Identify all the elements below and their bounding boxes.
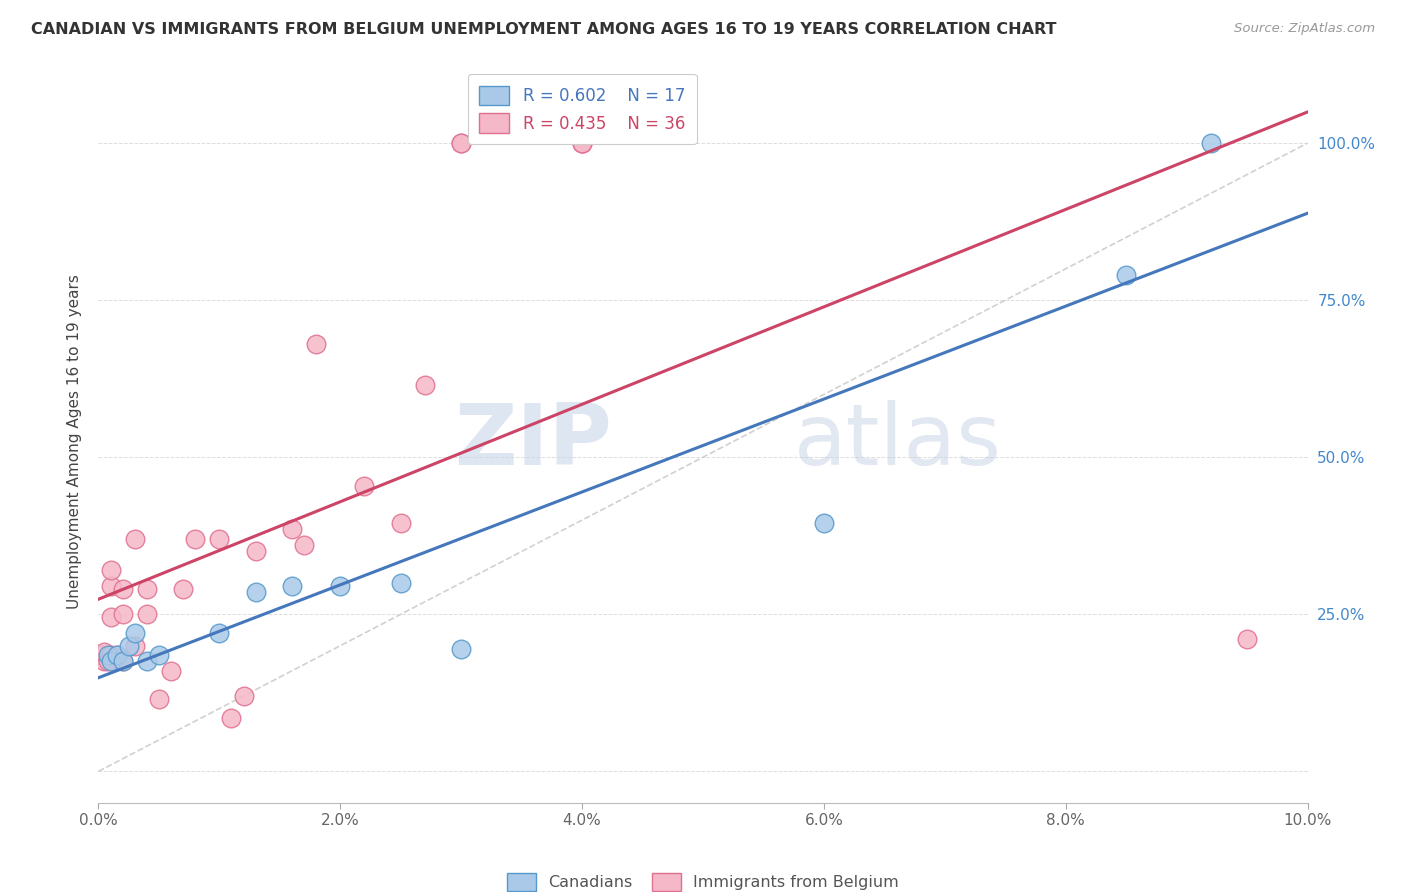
Point: [450, 641, 472, 656]
Point: [184, 532, 207, 546]
Point: [124, 532, 146, 546]
Text: ZIP: ZIP: [454, 400, 613, 483]
Text: atlas: atlas: [793, 400, 1001, 483]
Point: [135, 655, 157, 669]
Point: [571, 136, 593, 150]
Point: [118, 639, 141, 653]
Point: [292, 538, 315, 552]
Point: [221, 711, 243, 725]
Legend: Canadians, Immigrants from Belgium: Canadians, Immigrants from Belgium: [499, 865, 907, 892]
Point: [148, 692, 170, 706]
Point: [1199, 136, 1222, 150]
Point: [105, 648, 128, 662]
Y-axis label: Unemployment Among Ages 16 to 19 years: Unemployment Among Ages 16 to 19 years: [66, 274, 82, 609]
Point: [813, 516, 835, 531]
Point: [105, 648, 128, 662]
Point: [389, 516, 412, 531]
Point: [571, 136, 593, 150]
Point: [1236, 632, 1258, 647]
Point: [232, 689, 254, 703]
Point: [111, 582, 134, 597]
Point: [281, 579, 304, 593]
Point: [97, 655, 120, 669]
Point: [97, 648, 120, 662]
Point: [135, 582, 157, 597]
Point: [281, 523, 304, 537]
Point: [124, 639, 146, 653]
Point: [100, 563, 122, 577]
Point: [245, 544, 267, 558]
Point: [571, 136, 593, 150]
Point: [208, 626, 231, 640]
Point: [353, 478, 375, 492]
Point: [135, 607, 157, 622]
Text: Source: ZipAtlas.com: Source: ZipAtlas.com: [1234, 22, 1375, 36]
Point: [111, 655, 134, 669]
Point: [413, 378, 436, 392]
Point: [100, 610, 122, 624]
Point: [111, 607, 134, 622]
Point: [245, 585, 267, 599]
Point: [450, 136, 472, 150]
Point: [148, 648, 170, 662]
Point: [93, 655, 115, 669]
Point: [111, 655, 134, 669]
Point: [305, 337, 328, 351]
Point: [208, 532, 231, 546]
Point: [100, 648, 122, 662]
Point: [450, 136, 472, 150]
Point: [172, 582, 194, 597]
Point: [1115, 268, 1137, 282]
Point: [100, 579, 122, 593]
Point: [93, 645, 115, 659]
Point: [329, 579, 352, 593]
Point: [124, 626, 146, 640]
Point: [100, 655, 122, 669]
Text: CANADIAN VS IMMIGRANTS FROM BELGIUM UNEMPLOYMENT AMONG AGES 16 TO 19 YEARS CORRE: CANADIAN VS IMMIGRANTS FROM BELGIUM UNEM…: [31, 22, 1056, 37]
Point: [389, 575, 412, 590]
Point: [90, 648, 112, 662]
Point: [160, 664, 183, 678]
